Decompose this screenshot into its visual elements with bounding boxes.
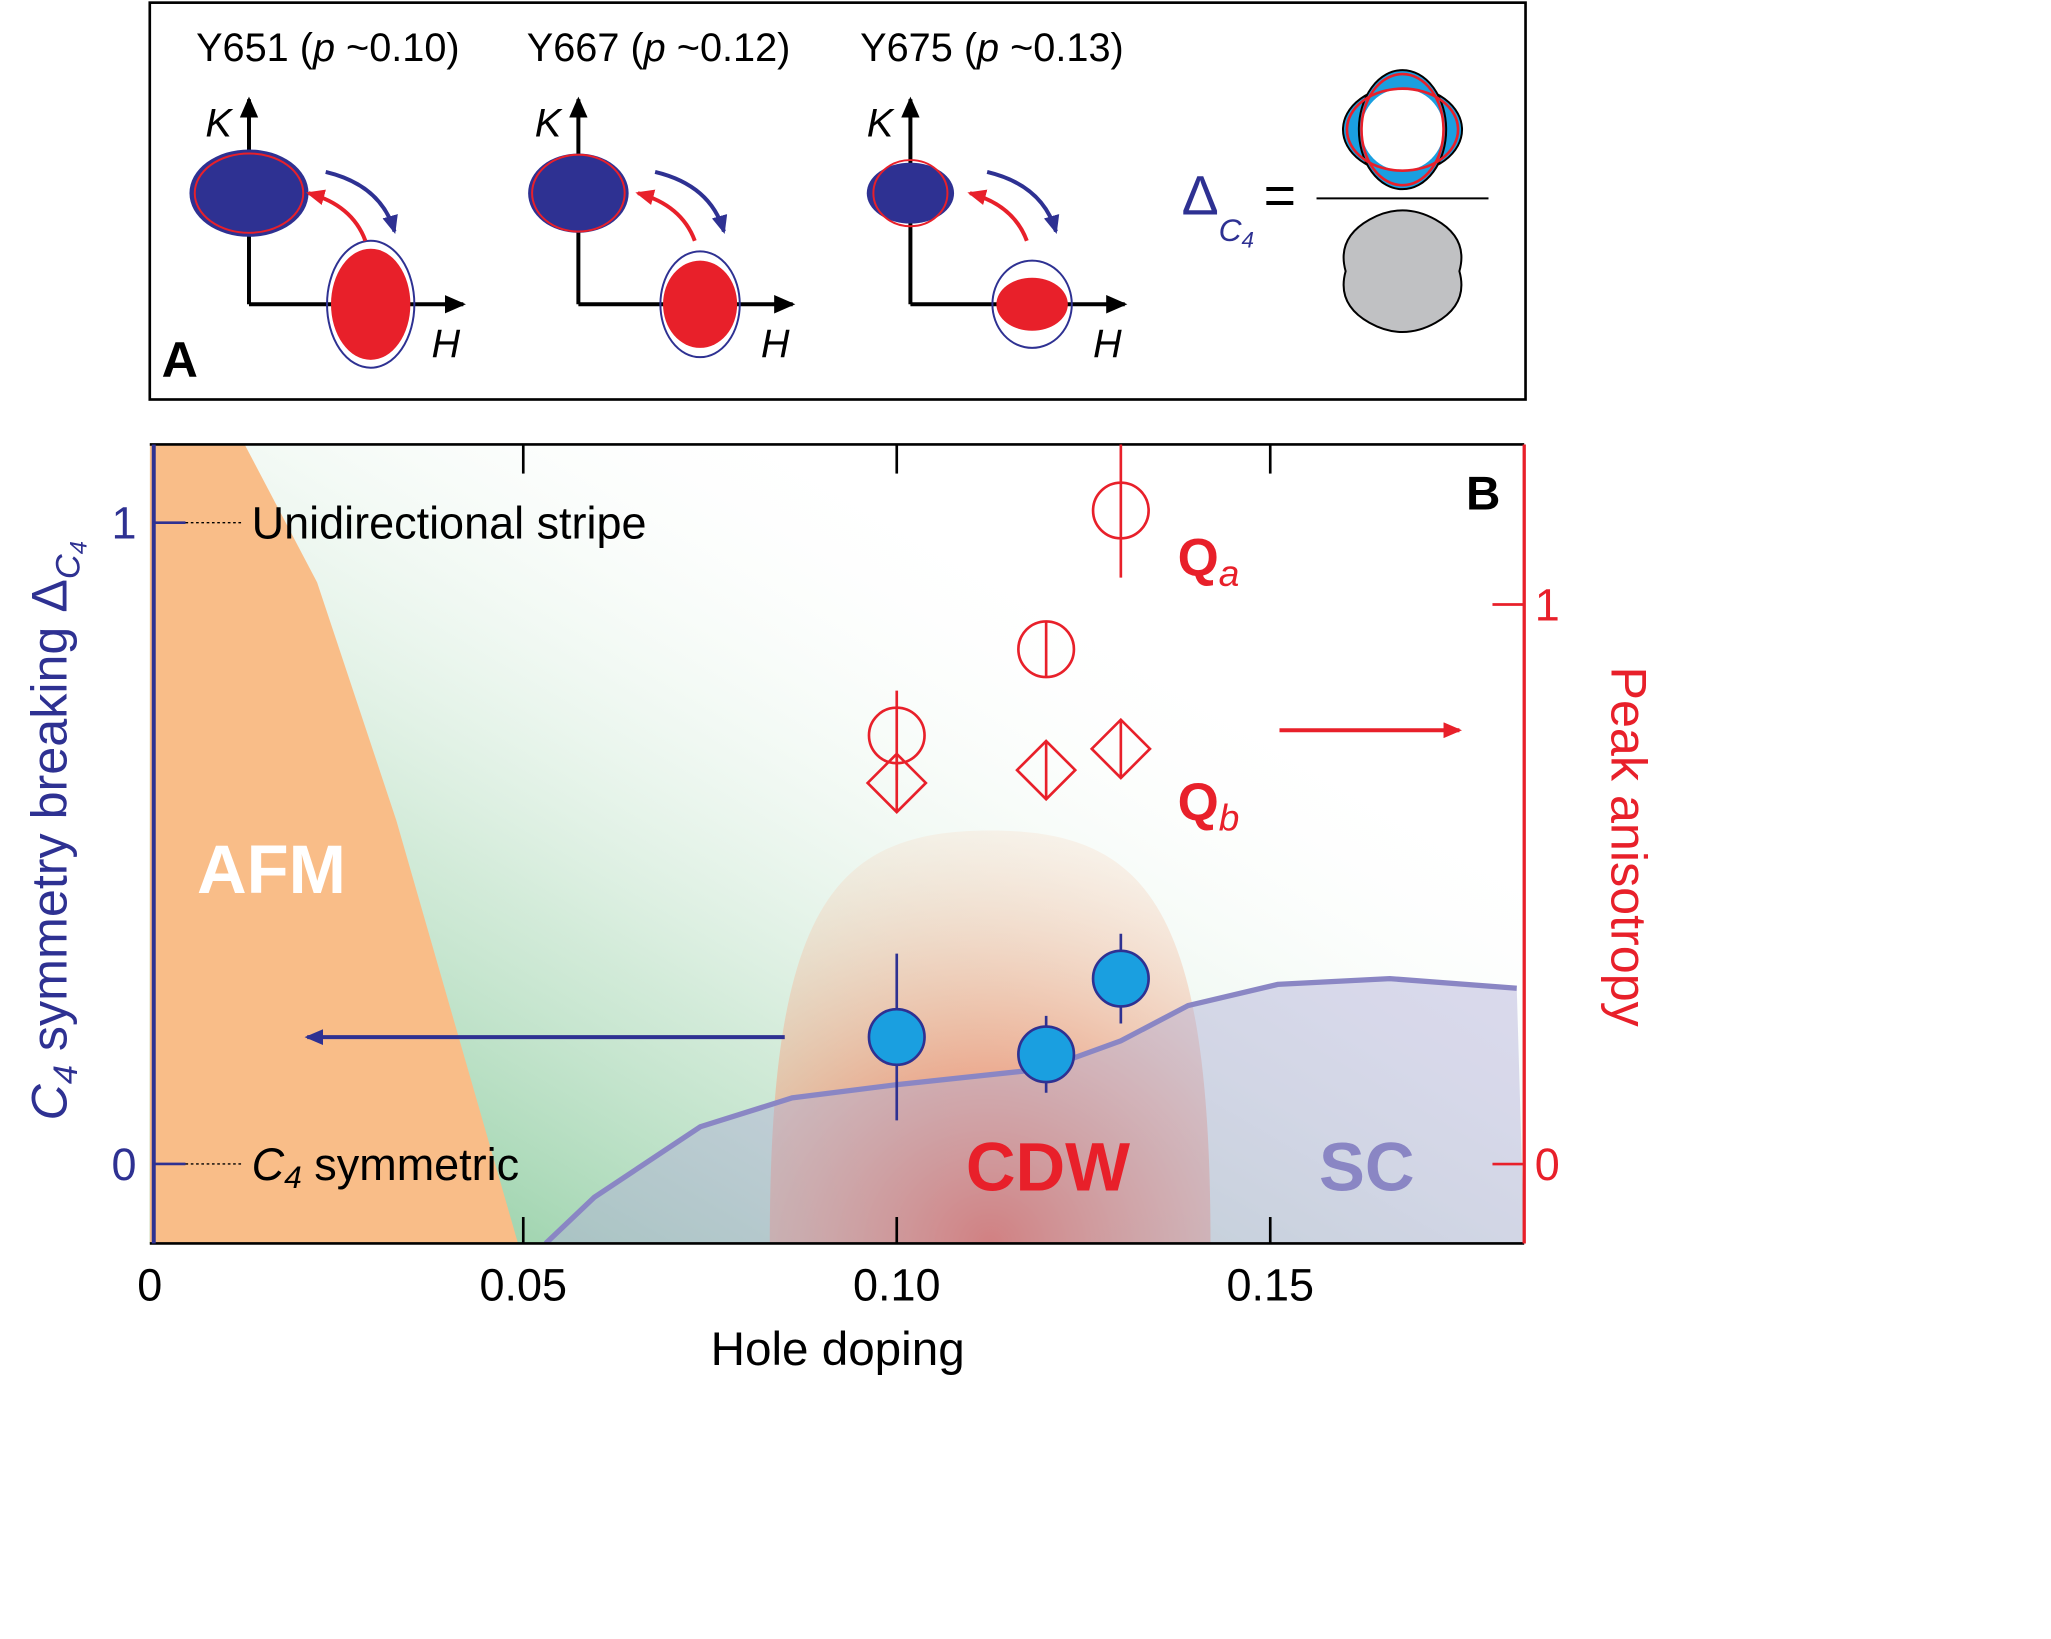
y-tick-note-part: C (252, 1139, 285, 1190)
sample-title-part: Y651 ( (196, 26, 313, 70)
formula-sub: C4 (1219, 212, 1254, 253)
afm-region (149, 444, 519, 1244)
data-point (867, 1007, 926, 1067)
y-tick-note: C4 symmetric (252, 1139, 519, 1195)
denominator-shape (1342, 209, 1463, 333)
blue-arrow (654, 170, 728, 235)
k-label: K (205, 101, 233, 145)
data-point (1089, 717, 1152, 780)
x-axis-label: Hole doping (711, 1323, 965, 1376)
sample-title-part: Y667 ( (527, 26, 644, 70)
sample-title: Y675 (p ~0.13) (860, 26, 1124, 70)
formula-sub-4: 4 (1242, 227, 1255, 252)
y-tick-note-part: Unidirectional stripe (252, 498, 647, 549)
red-peak (331, 248, 411, 360)
afm-label: AFM (197, 831, 346, 908)
numerator-shape (1341, 69, 1464, 191)
series-label-part: Q (1178, 773, 1219, 832)
sc-label: SC (1319, 1129, 1415, 1206)
sc-fill (545, 978, 1525, 1244)
formula-equals: = (1264, 164, 1296, 226)
sample-title-part: ~0.10) (335, 26, 460, 70)
sample-title-part: ~0.13) (999, 26, 1124, 70)
red-peak (663, 260, 738, 348)
x-tick-label: 0.05 (480, 1259, 568, 1310)
red-peak-outline (991, 259, 1073, 349)
y-tick-note-part: symmetric (302, 1139, 519, 1190)
blue-peak-outline (193, 152, 305, 234)
x-tick-label: 0.15 (1226, 1259, 1314, 1310)
series-label: Qb (1178, 773, 1240, 839)
sample-title: Y651 (p ~0.10) (196, 26, 460, 70)
series-label: Qa (1178, 528, 1240, 594)
y-axis-label-part: C (50, 553, 88, 579)
h-label: H (1093, 322, 1122, 366)
blue-arrow (986, 170, 1060, 235)
sample-title-part: ~0.12) (666, 26, 791, 70)
blue-peak-outline (531, 153, 626, 233)
h-label: H (432, 322, 461, 366)
data-point (1015, 739, 1078, 802)
y2-axis-label: Peak anisotropy (1601, 666, 1657, 1027)
red-peak-outline (659, 250, 741, 359)
x-tick-label: 0 (137, 1259, 162, 1310)
data-point (1091, 481, 1150, 540)
blue-peak-outline (872, 159, 949, 228)
formula-sub-c: C (1219, 212, 1243, 248)
y-tick-label: 0 (112, 1139, 137, 1190)
data-point (865, 752, 928, 814)
x-tick-label: 0.10 (853, 1259, 941, 1310)
data-point (1091, 949, 1150, 1008)
y-axis-label-part: 4 (47, 1065, 85, 1084)
plot-area (149, 444, 1525, 1244)
blue-peak (866, 162, 955, 224)
red-peak-outline (326, 239, 416, 369)
data-point (867, 706, 926, 765)
blue-arrow (325, 170, 398, 235)
series-label-part: Q (1178, 528, 1219, 587)
h-label: H (761, 322, 790, 366)
panel-label: A (162, 332, 198, 388)
blue-peak (528, 153, 629, 233)
series-label-part: a (1219, 552, 1240, 594)
y-tick-note-part: 4 (284, 1159, 302, 1195)
series-label-part: b (1219, 797, 1240, 839)
sample-title: Y667 (p ~0.12) (527, 26, 791, 70)
red-arrow (967, 189, 1029, 242)
cdw-region (769, 830, 1211, 1244)
y-axis-label-part: 4 (65, 541, 92, 554)
sample-title-part: p (976, 26, 999, 70)
y-axis-label: C4 symmetry breaking ΔC4 (21, 541, 92, 1120)
panel-label: B (1466, 467, 1500, 520)
red-arrow (635, 189, 697, 242)
formula-delta: Δ (1182, 164, 1219, 226)
sample-title-part: p (643, 26, 666, 70)
data-point (1017, 1025, 1076, 1084)
y-axis-label-part: symmetry breaking Δ (21, 579, 77, 1065)
k-label: K (535, 101, 563, 145)
y-tick-note: Unidirectional stripe (252, 498, 647, 549)
data-point (1017, 620, 1076, 679)
red-arrow (305, 189, 368, 242)
blue-peak (189, 149, 309, 237)
y-tick-label: 1 (112, 498, 137, 549)
y2-tick-label: 1 (1535, 579, 1560, 630)
red-peak (996, 277, 1068, 331)
y-axis-label-part: C (21, 1083, 77, 1120)
cdw-label: CDW (966, 1129, 1130, 1206)
sample-title-part: Y675 ( (860, 26, 977, 70)
y2-tick-label: 0 (1535, 1139, 1560, 1190)
sample-title-part: p (312, 26, 335, 70)
k-label: K (867, 101, 895, 145)
